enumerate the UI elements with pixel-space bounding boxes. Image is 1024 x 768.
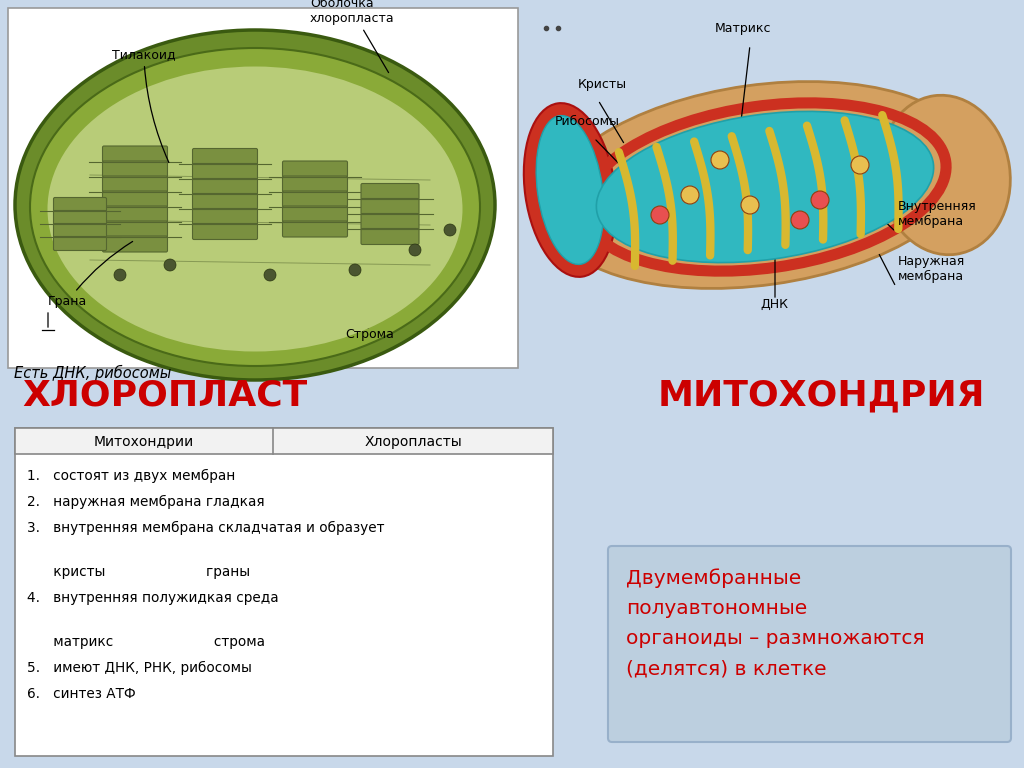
Circle shape xyxy=(741,196,759,214)
FancyBboxPatch shape xyxy=(102,221,168,237)
Ellipse shape xyxy=(524,103,616,277)
Text: Наружная
мембрана: Наружная мембрана xyxy=(898,255,966,283)
FancyBboxPatch shape xyxy=(102,161,168,177)
Circle shape xyxy=(349,264,361,276)
Ellipse shape xyxy=(596,111,934,263)
Circle shape xyxy=(409,244,421,256)
Text: ХЛОРОПЛАСТ: ХЛОРОПЛАСТ xyxy=(22,378,307,412)
Ellipse shape xyxy=(537,116,604,264)
FancyBboxPatch shape xyxy=(193,148,257,164)
FancyBboxPatch shape xyxy=(283,191,347,207)
FancyBboxPatch shape xyxy=(283,176,347,192)
Text: Митохондрии: Митохондрии xyxy=(94,435,195,449)
FancyBboxPatch shape xyxy=(193,178,257,194)
Circle shape xyxy=(264,269,276,281)
FancyBboxPatch shape xyxy=(283,161,347,177)
Text: 6.   синтез АТФ: 6. синтез АТФ xyxy=(27,687,135,700)
FancyBboxPatch shape xyxy=(193,194,257,210)
FancyBboxPatch shape xyxy=(361,214,419,230)
Text: 5.   имеют ДНК, РНК, рибосомы: 5. имеют ДНК, РНК, рибосомы xyxy=(27,660,252,674)
FancyBboxPatch shape xyxy=(283,206,347,222)
Text: Строма: Строма xyxy=(345,328,394,341)
Text: ДНК: ДНК xyxy=(760,298,788,311)
FancyBboxPatch shape xyxy=(283,221,347,237)
Text: Оболочка
хлоропласта: Оболочка хлоропласта xyxy=(310,0,394,73)
Text: Кристы: Кристы xyxy=(578,78,627,91)
Text: 4.   внутренняя полужидкая среда: 4. внутренняя полужидкая среда xyxy=(27,591,279,604)
Text: 2.   наружная мембрана гладкая: 2. наружная мембрана гладкая xyxy=(27,495,264,508)
Circle shape xyxy=(811,191,829,209)
Ellipse shape xyxy=(547,81,974,289)
Ellipse shape xyxy=(47,67,463,352)
Ellipse shape xyxy=(880,95,1011,255)
FancyBboxPatch shape xyxy=(102,206,168,222)
Circle shape xyxy=(164,259,176,271)
FancyBboxPatch shape xyxy=(53,237,106,250)
Text: кристы                       граны: кристы граны xyxy=(27,564,250,578)
Circle shape xyxy=(114,269,126,281)
Text: Тилакоид: Тилакоид xyxy=(112,48,176,163)
FancyBboxPatch shape xyxy=(102,191,168,207)
Text: Рибосомы: Рибосомы xyxy=(555,115,620,128)
Text: 3.   внутренняя мембрана складчатая и образует: 3. внутренняя мембрана складчатая и обра… xyxy=(27,521,384,535)
Circle shape xyxy=(444,224,456,236)
Circle shape xyxy=(651,206,669,224)
FancyBboxPatch shape xyxy=(102,146,168,162)
Text: матрикс                       строма: матрикс строма xyxy=(27,634,265,648)
FancyBboxPatch shape xyxy=(193,208,257,224)
FancyBboxPatch shape xyxy=(15,428,553,756)
Circle shape xyxy=(791,211,809,229)
Text: Матрикс: Матрикс xyxy=(715,22,771,35)
Text: 1.   состоят из двух мембран: 1. состоят из двух мембран xyxy=(27,468,236,482)
Text: МИТОХОНДРИЯ: МИТОХОНДРИЯ xyxy=(658,378,985,412)
FancyBboxPatch shape xyxy=(102,236,168,252)
Ellipse shape xyxy=(30,48,480,366)
Text: Хлоропласты: Хлоропласты xyxy=(365,435,462,449)
Text: Грана: Грана xyxy=(48,241,133,308)
Circle shape xyxy=(681,186,699,204)
Text: Есть ДНК, рибосомы: Есть ДНК, рибосомы xyxy=(14,365,171,381)
FancyBboxPatch shape xyxy=(15,428,553,454)
FancyBboxPatch shape xyxy=(193,223,257,240)
FancyBboxPatch shape xyxy=(361,184,419,200)
FancyBboxPatch shape xyxy=(361,229,419,244)
FancyBboxPatch shape xyxy=(53,210,106,224)
Ellipse shape xyxy=(15,30,495,380)
Text: Внутренняя
мембрана: Внутренняя мембрана xyxy=(898,200,977,228)
FancyBboxPatch shape xyxy=(361,198,419,214)
Circle shape xyxy=(851,156,869,174)
FancyBboxPatch shape xyxy=(102,176,168,192)
FancyBboxPatch shape xyxy=(8,8,518,368)
FancyBboxPatch shape xyxy=(193,164,257,180)
FancyBboxPatch shape xyxy=(53,223,106,237)
FancyBboxPatch shape xyxy=(53,197,106,211)
FancyBboxPatch shape xyxy=(608,546,1011,742)
Text: Двумембранные
полуавтономные
органоиды – размножаются
(делятся) в клетке: Двумембранные полуавтономные органоиды –… xyxy=(626,568,925,678)
Circle shape xyxy=(711,151,729,169)
